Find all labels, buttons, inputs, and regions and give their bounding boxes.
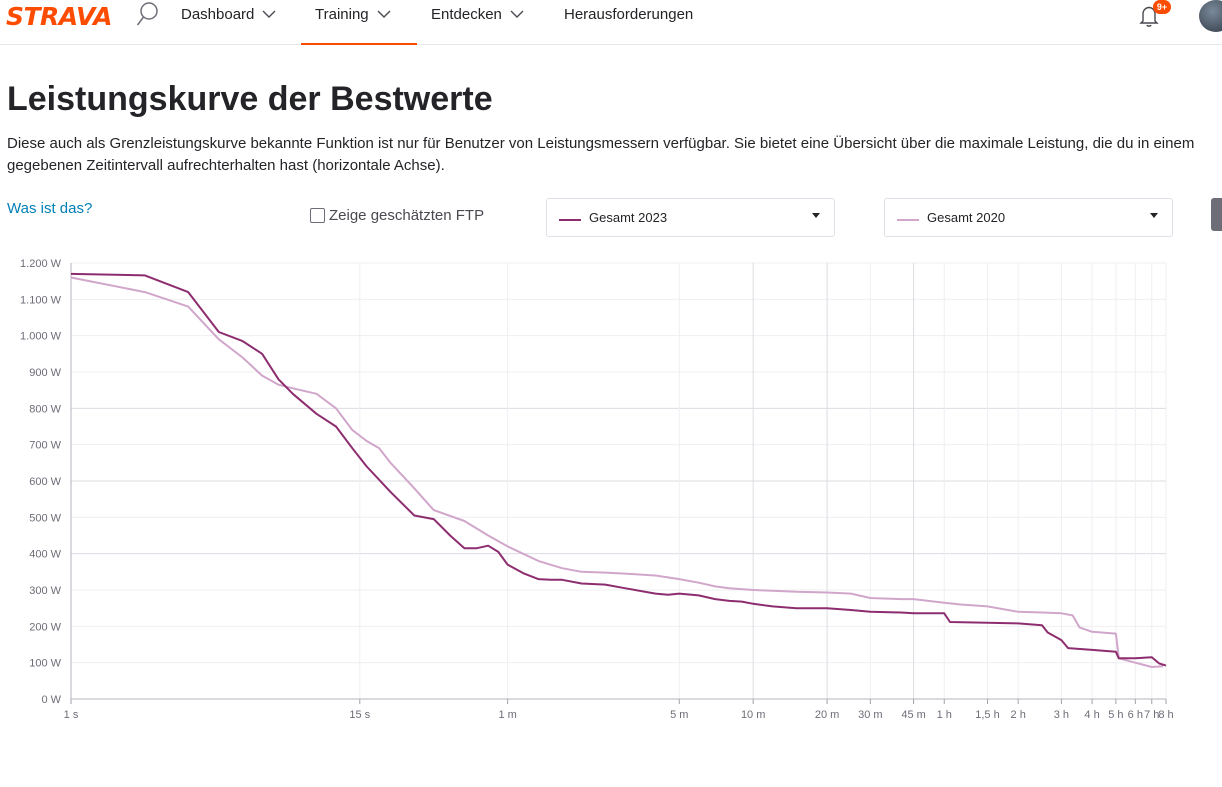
x-tick-label: 2 h xyxy=(1011,709,1026,720)
x-tick-label: 30 m xyxy=(858,709,882,720)
y-tick-label: 1.200 W xyxy=(20,258,62,270)
period-select-secondary[interactable]: Gesamt 2020 xyxy=(884,198,1173,237)
nav-training-label: Training xyxy=(315,6,369,23)
chevron-down-icon xyxy=(377,10,391,18)
x-tick-label: 45 m xyxy=(901,709,925,720)
strava-logo[interactable]: STRAVA xyxy=(6,2,112,31)
x-tick-label: 15 s xyxy=(349,709,370,720)
y-tick-label: 700 W xyxy=(29,440,61,452)
nav-herausforderungen-label: Herausforderungen xyxy=(564,6,694,23)
search-icon[interactable] xyxy=(136,1,160,27)
x-tick-label: 4 h xyxy=(1084,709,1099,720)
series-line-2020 xyxy=(70,276,1164,668)
x-tick-label: 1,5 h xyxy=(975,709,999,720)
y-tick-label: 0 W xyxy=(41,694,61,706)
x-tick-label: 8 h xyxy=(1158,709,1173,720)
y-tick-label: 500 W xyxy=(29,512,61,524)
y-tick-label: 1.000 W xyxy=(20,331,62,343)
y-tick-label: 400 W xyxy=(29,549,61,561)
bell-icon[interactable] xyxy=(1137,4,1161,28)
x-tick-label: 3 h xyxy=(1054,709,1069,720)
help-link[interactable]: Was ist das? xyxy=(7,200,93,217)
x-tick-label: 10 m xyxy=(741,709,765,720)
series-line-2023 xyxy=(70,272,1167,667)
power-curve-chart: 0 W 100 W 200 W 300 W 400 W 500 W 600 W 700 W 80… xyxy=(20,258,1174,720)
y-tick-label: 200 W xyxy=(29,621,61,633)
period-select-primary-value: Gesamt 2023 xyxy=(589,210,668,225)
nav-training[interactable]: Training xyxy=(301,0,417,45)
y-tick-label: 1.100 W xyxy=(20,294,62,306)
y-tick-label: 600 W xyxy=(29,476,61,488)
series-swatch xyxy=(897,219,919,221)
avatar[interactable] xyxy=(1199,0,1222,32)
nav-entdecken-label: Entdecken xyxy=(431,6,502,23)
x-tick-label: 5 m xyxy=(670,709,688,720)
nav-dashboard[interactable]: Dashboard xyxy=(181,0,276,45)
nav-dashboard-label: Dashboard xyxy=(181,6,255,23)
notification-badge: 9+ xyxy=(1153,0,1171,14)
page-description: Diese auch als Grenzleistungskurve bekan… xyxy=(7,135,1195,174)
x-tick-label: 1 s xyxy=(64,709,79,720)
series-swatch xyxy=(559,219,581,221)
period-select-secondary-value: Gesamt 2020 xyxy=(927,210,1006,225)
scroll-handle[interactable] xyxy=(1211,198,1222,231)
caret-down-icon xyxy=(1150,213,1158,218)
caret-down-icon xyxy=(812,213,820,218)
nav-herausforderungen[interactable]: Herausforderungen xyxy=(564,0,693,45)
y-tick-label: 900 W xyxy=(29,367,61,379)
y-tick-label: 300 W xyxy=(29,585,61,597)
x-tick-label: 1 m xyxy=(498,709,516,720)
y-tick-label: 800 W xyxy=(29,403,61,415)
ftp-checkbox[interactable] xyxy=(310,208,325,223)
period-select-primary[interactable]: Gesamt 2023 xyxy=(546,198,835,237)
chevron-down-icon xyxy=(262,10,276,18)
top-navigation: STRAVA Dashboard Training Entdecken Hera… xyxy=(0,0,1222,45)
x-tick-label: 1 h xyxy=(937,709,952,720)
ftp-toggle[interactable]: Zeige geschätzten FTP xyxy=(310,207,484,224)
ftp-toggle-label: Zeige geschätzten FTP xyxy=(329,207,485,224)
x-tick-label: 7 h xyxy=(1144,709,1159,720)
page-title: Leistungskurve der Bestwerte xyxy=(7,80,493,118)
x-tick-label: 5 h xyxy=(1108,709,1123,720)
y-tick-label: 100 W xyxy=(29,658,61,670)
chevron-down-icon xyxy=(510,10,524,18)
x-tick-label: 6 h xyxy=(1128,709,1143,720)
nav-entdecken[interactable]: Entdecken xyxy=(431,0,524,45)
x-tick-label: 20 m xyxy=(815,709,839,720)
